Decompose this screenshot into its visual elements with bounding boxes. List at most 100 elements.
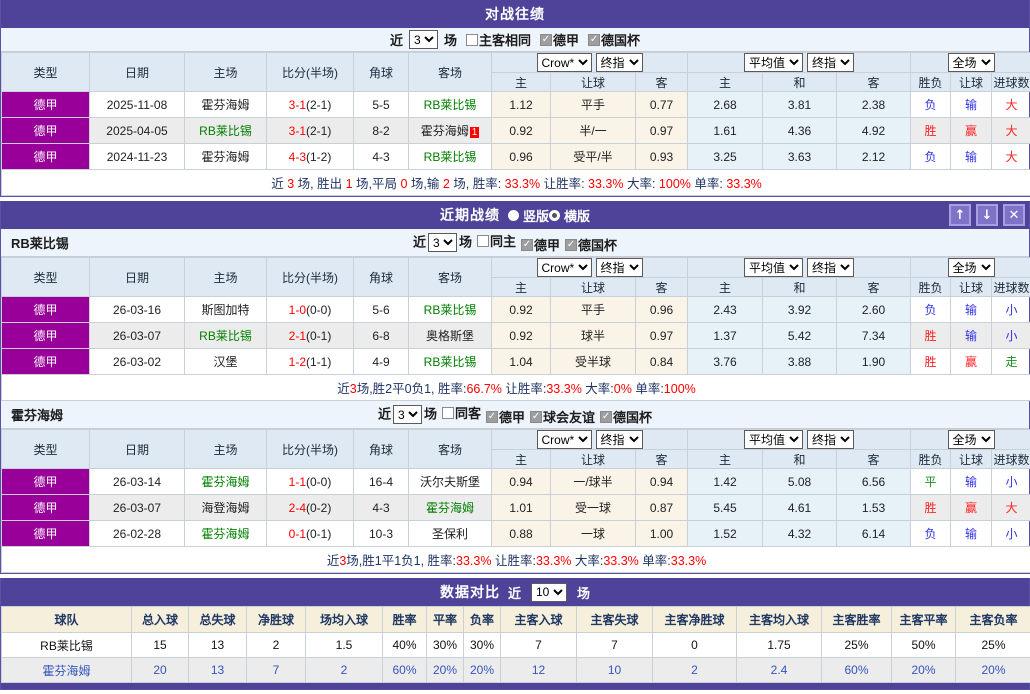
date-cell: 2025-11-08 <box>90 92 185 118</box>
compare-table: 球队总入球总失球净胜球场均入球胜率平率负率主客入球主客失球主客净胜球主客均入球主… <box>1 606 1030 683</box>
h2h-sub-header-7: 让球 <box>951 73 992 92</box>
score-cell: 0-1(0-1) <box>267 521 354 547</box>
h2h-avg-source-select[interactable]: 平均值 <box>744 53 803 72</box>
compare-team-cell: 霍芬海姆 <box>2 658 132 683</box>
leipzig-odds-time-select[interactable]: 终指 <box>596 258 643 277</box>
h2h-col-header-2: 主场 <box>185 53 267 92</box>
compare-count-select[interactable]: 10 <box>531 583 567 602</box>
hoffenheim-checkbox-同客[interactable]: 同客 <box>442 403 481 422</box>
avg-odds-cell-2: 2.38 <box>837 92 911 118</box>
leipzig-avg-time-select[interactable]: 终指 <box>807 258 854 277</box>
corner-cell: 5-6 <box>354 297 409 323</box>
result-cell: 胜 <box>911 495 951 521</box>
home-team-cell: 霍芬海姆 <box>185 521 267 547</box>
avg-odds-cell-0: 1.61 <box>688 118 763 144</box>
home-team-name: RB莱比锡 <box>199 124 252 138</box>
hoffenheim-checkbox-德国杯[interactable]: ✓德国杯 <box>600 407 652 426</box>
home-team-name: 霍芬海姆 <box>201 475 249 489</box>
h2h-checkbox-德甲[interactable]: ✓德甲 <box>540 30 579 49</box>
leipzig-checkbox-同主[interactable]: 同主 <box>477 231 516 250</box>
close-button[interactable]: ✕ <box>1003 204 1025 226</box>
corner-cell: 8-2 <box>354 118 409 144</box>
card-badge: 1 <box>470 127 480 138</box>
hoffenheim-sub-header-0: 主 <box>492 450 551 469</box>
date-cell: 2025-04-05 <box>90 118 185 144</box>
leipzig-games-label: 场 <box>459 235 472 250</box>
checked-checkbox-icon: ✓ <box>530 411 542 423</box>
date-cell: 26-03-07 <box>90 495 185 521</box>
goals-result-cell: 小 <box>992 297 1030 323</box>
compare-value-cell: 1.5 <box>306 633 383 658</box>
leipzig-sub-header-4: 和 <box>763 278 837 297</box>
hoffenheim-col-header-3: 比分(半场) <box>267 430 354 469</box>
h2h-sub-header-5: 客 <box>837 73 911 92</box>
compare-value-cell: 7 <box>247 658 306 683</box>
h2h-sub-header-4: 和 <box>763 73 837 92</box>
h2h-checkbox-德国杯[interactable]: ✓德国杯 <box>588 30 640 49</box>
h2h-sub-header-1: 让球 <box>551 73 636 92</box>
h2h-avg-time-select[interactable]: 终指 <box>807 53 854 72</box>
avg-odds-cell-1: 4.36 <box>763 118 837 144</box>
compare-value-cell: 60% <box>822 658 892 683</box>
h2h-checkbox-主客相同[interactable]: 主客相同 <box>466 30 531 49</box>
away-team-cell: 奥格斯堡 <box>409 323 492 349</box>
hoffenheim-odds-source-select[interactable]: Crow* <box>537 430 592 449</box>
leipzig-avg-source-select[interactable]: 平均值 <box>744 258 803 277</box>
avg-odds-cell-0: 2.68 <box>688 92 763 118</box>
compare-value-cell: 15 <box>132 633 189 658</box>
h2h-odds-time-select[interactable]: 终指 <box>596 53 643 72</box>
handicap-odds-cell-0: 0.92 <box>492 118 551 144</box>
corner-cell: 10-3 <box>354 521 409 547</box>
home-team-cell: 汉堡 <box>185 349 267 375</box>
hoffenheim-checkbox-德甲[interactable]: ✓德甲 <box>486 407 525 426</box>
hoffenheim-avg-time-select[interactable]: 终指 <box>807 430 854 449</box>
date-cell: 26-03-02 <box>90 349 185 375</box>
result-cell: 胜 <box>911 323 951 349</box>
leipzig-odds-source-select[interactable]: Crow* <box>537 258 592 277</box>
away-team-name: RB莱比锡 <box>424 150 477 164</box>
hoffenheim-sub-header-1: 让球 <box>551 450 636 469</box>
date-cell: 26-02-28 <box>90 521 185 547</box>
leipzig-checkbox-德甲[interactable]: ✓德甲 <box>521 235 560 254</box>
leipzig-scope-select[interactable]: 全场 <box>948 258 995 277</box>
compare-header-8: 主客入球 <box>501 607 577 633</box>
handicap-result-cell: 赢 <box>951 118 992 144</box>
goals-result-cell: 大 <box>992 495 1030 521</box>
move-down-button[interactable]: ↓ <box>976 204 998 226</box>
hoffenheim-odds-time-select[interactable]: 终指 <box>596 430 643 449</box>
layout-radio-横版[interactable]: 横版 <box>549 206 590 225</box>
data-compare-title: 数据对比 <box>440 582 500 602</box>
leipzig-checkbox-德国杯[interactable]: ✓德国杯 <box>565 235 617 254</box>
result-cell: 负 <box>911 297 951 323</box>
result-cell: 负 <box>911 92 951 118</box>
hoffenheim-scope-select[interactable]: 全场 <box>948 430 995 449</box>
goals-result-cell: 小 <box>992 521 1030 547</box>
bottom-accent-bar <box>1 683 1029 689</box>
compare-value-cell: 50% <box>892 633 956 658</box>
handicap-odds-cell-1: 球半 <box>551 323 636 349</box>
h2h-odds-source-select[interactable]: Crow* <box>537 53 592 72</box>
date-cell: 26-03-16 <box>90 297 185 323</box>
leipzig-col-header-5: 客场 <box>409 258 492 297</box>
score-cell: 3-1(2-1) <box>267 118 354 144</box>
unchecked-checkbox-icon <box>466 34 478 46</box>
corner-cell: 16-4 <box>354 469 409 495</box>
h2h-count-select[interactable]: 3 <box>409 30 438 49</box>
handicap-result-cell: 赢 <box>951 495 992 521</box>
hoffenheim-avg-source-select[interactable]: 平均值 <box>744 430 803 449</box>
move-up-button[interactable]: ↑ <box>949 204 971 226</box>
handicap-result-cell: 赢 <box>951 349 992 375</box>
hoffenheim-count-select[interactable]: 3 <box>393 405 422 424</box>
hoffenheim-checkbox-球会友谊[interactable]: ✓球会友谊 <box>530 407 595 426</box>
score-cell: 1-2(1-1) <box>267 349 354 375</box>
leipzig-count-select[interactable]: 3 <box>428 233 457 252</box>
hoffenheim-sub-header-3: 主 <box>688 450 763 469</box>
h2h-scope-select[interactable]: 全场 <box>948 53 995 72</box>
score-cell: 1-0(0-0) <box>267 297 354 323</box>
away-team-cell: RB莱比锡 <box>409 297 492 323</box>
result-cell: 平 <box>911 469 951 495</box>
layout-radio-竖版[interactable]: 竖版 <box>508 206 549 225</box>
